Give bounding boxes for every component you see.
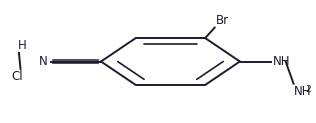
Text: Br: Br — [216, 14, 229, 27]
Text: 2: 2 — [305, 85, 311, 93]
Text: H: H — [18, 39, 27, 52]
Text: Cl: Cl — [12, 70, 23, 83]
Text: NH: NH — [294, 85, 311, 98]
Text: NH: NH — [272, 55, 290, 68]
Text: N: N — [39, 55, 48, 68]
